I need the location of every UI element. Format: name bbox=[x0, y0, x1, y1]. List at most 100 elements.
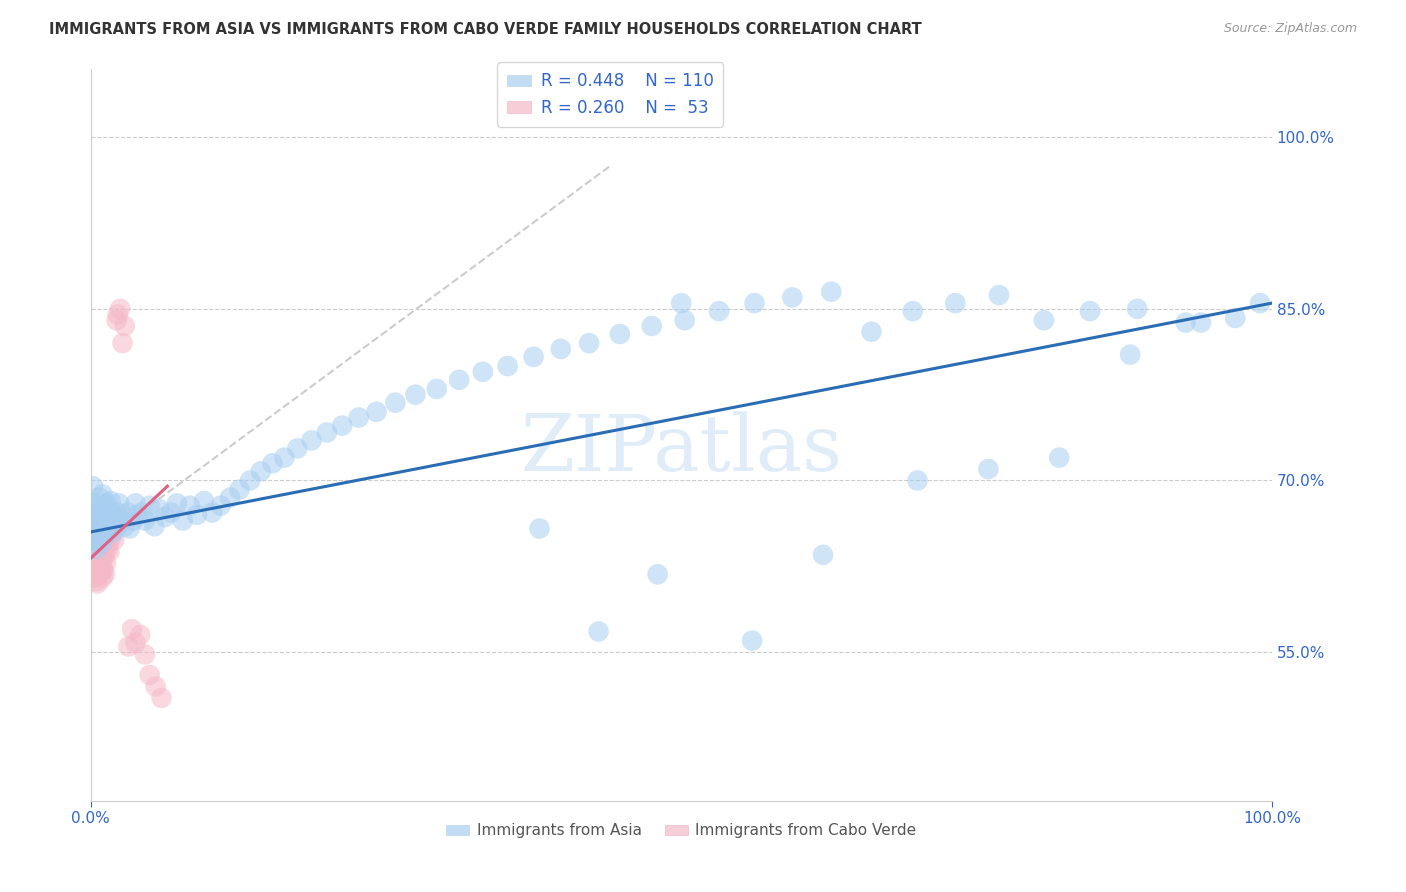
Point bbox=[118, 522, 141, 536]
Point bbox=[1047, 450, 1070, 465]
Point bbox=[93, 531, 115, 545]
Point bbox=[82, 531, 104, 545]
Point bbox=[1225, 310, 1247, 325]
Point bbox=[90, 565, 112, 579]
Point bbox=[578, 336, 600, 351]
Point bbox=[907, 474, 929, 488]
Point bbox=[89, 531, 111, 545]
Point bbox=[193, 494, 215, 508]
Point bbox=[105, 313, 128, 327]
Point bbox=[347, 410, 370, 425]
Point bbox=[104, 522, 127, 536]
Point bbox=[96, 496, 118, 510]
Point bbox=[273, 450, 295, 465]
Text: ZIPatlas: ZIPatlas bbox=[520, 411, 842, 487]
Point bbox=[117, 640, 139, 654]
Point bbox=[83, 496, 105, 510]
Point bbox=[404, 387, 426, 401]
Point bbox=[301, 434, 323, 448]
Point bbox=[901, 304, 924, 318]
Point bbox=[820, 285, 842, 299]
Point bbox=[1189, 316, 1212, 330]
Point bbox=[145, 680, 167, 694]
Point bbox=[80, 510, 103, 524]
Point bbox=[671, 296, 693, 310]
Point bbox=[98, 506, 121, 520]
Point bbox=[91, 487, 114, 501]
Point bbox=[471, 365, 494, 379]
Point bbox=[87, 522, 110, 536]
Point bbox=[83, 531, 105, 545]
Point bbox=[201, 506, 224, 520]
Point bbox=[1119, 348, 1142, 362]
Point bbox=[179, 499, 201, 513]
Point bbox=[127, 508, 149, 522]
Point bbox=[107, 308, 129, 322]
Point bbox=[80, 567, 103, 582]
Point bbox=[741, 633, 763, 648]
Point bbox=[93, 514, 115, 528]
Point bbox=[384, 395, 406, 409]
Point bbox=[101, 519, 124, 533]
Point bbox=[1249, 296, 1271, 310]
Point bbox=[1032, 313, 1054, 327]
Point bbox=[134, 514, 156, 528]
Point bbox=[94, 556, 117, 570]
Point bbox=[131, 506, 153, 520]
Point bbox=[86, 499, 108, 513]
Point bbox=[93, 563, 115, 577]
Point bbox=[707, 304, 730, 318]
Point bbox=[138, 499, 160, 513]
Point bbox=[86, 542, 108, 557]
Point bbox=[588, 624, 610, 639]
Point bbox=[100, 531, 122, 545]
Point bbox=[82, 479, 104, 493]
Point bbox=[366, 405, 388, 419]
Point bbox=[100, 494, 122, 508]
Text: Source: ZipAtlas.com: Source: ZipAtlas.com bbox=[1223, 22, 1357, 36]
Point bbox=[101, 508, 124, 522]
Point bbox=[426, 382, 449, 396]
Point bbox=[138, 668, 160, 682]
Point bbox=[143, 519, 166, 533]
Point bbox=[550, 342, 572, 356]
Point bbox=[84, 559, 107, 574]
Point bbox=[1078, 304, 1101, 318]
Point bbox=[84, 536, 107, 550]
Point bbox=[150, 690, 173, 705]
Point bbox=[87, 510, 110, 524]
Point bbox=[89, 506, 111, 520]
Point bbox=[105, 506, 128, 520]
Point bbox=[115, 506, 138, 520]
Point bbox=[262, 456, 284, 470]
Point bbox=[114, 519, 136, 533]
Point bbox=[82, 553, 104, 567]
Point bbox=[82, 519, 104, 533]
Point bbox=[166, 496, 188, 510]
Point bbox=[94, 567, 117, 582]
Point bbox=[529, 522, 551, 536]
Point bbox=[315, 425, 337, 440]
Point bbox=[87, 491, 110, 505]
Point bbox=[744, 296, 766, 310]
Point bbox=[86, 574, 108, 589]
Point bbox=[108, 301, 131, 316]
Point bbox=[86, 556, 108, 570]
Point bbox=[249, 464, 271, 478]
Point bbox=[330, 418, 353, 433]
Point bbox=[108, 514, 131, 528]
Point bbox=[988, 288, 1011, 302]
Point bbox=[83, 540, 105, 554]
Point bbox=[103, 533, 125, 547]
Point bbox=[84, 524, 107, 539]
Point bbox=[160, 506, 183, 520]
Point bbox=[82, 519, 104, 533]
Point bbox=[111, 508, 134, 522]
Point bbox=[80, 524, 103, 539]
Point bbox=[89, 559, 111, 574]
Point bbox=[91, 571, 114, 585]
Point bbox=[1174, 316, 1197, 330]
Point bbox=[86, 522, 108, 536]
Point bbox=[87, 524, 110, 539]
Point bbox=[94, 499, 117, 513]
